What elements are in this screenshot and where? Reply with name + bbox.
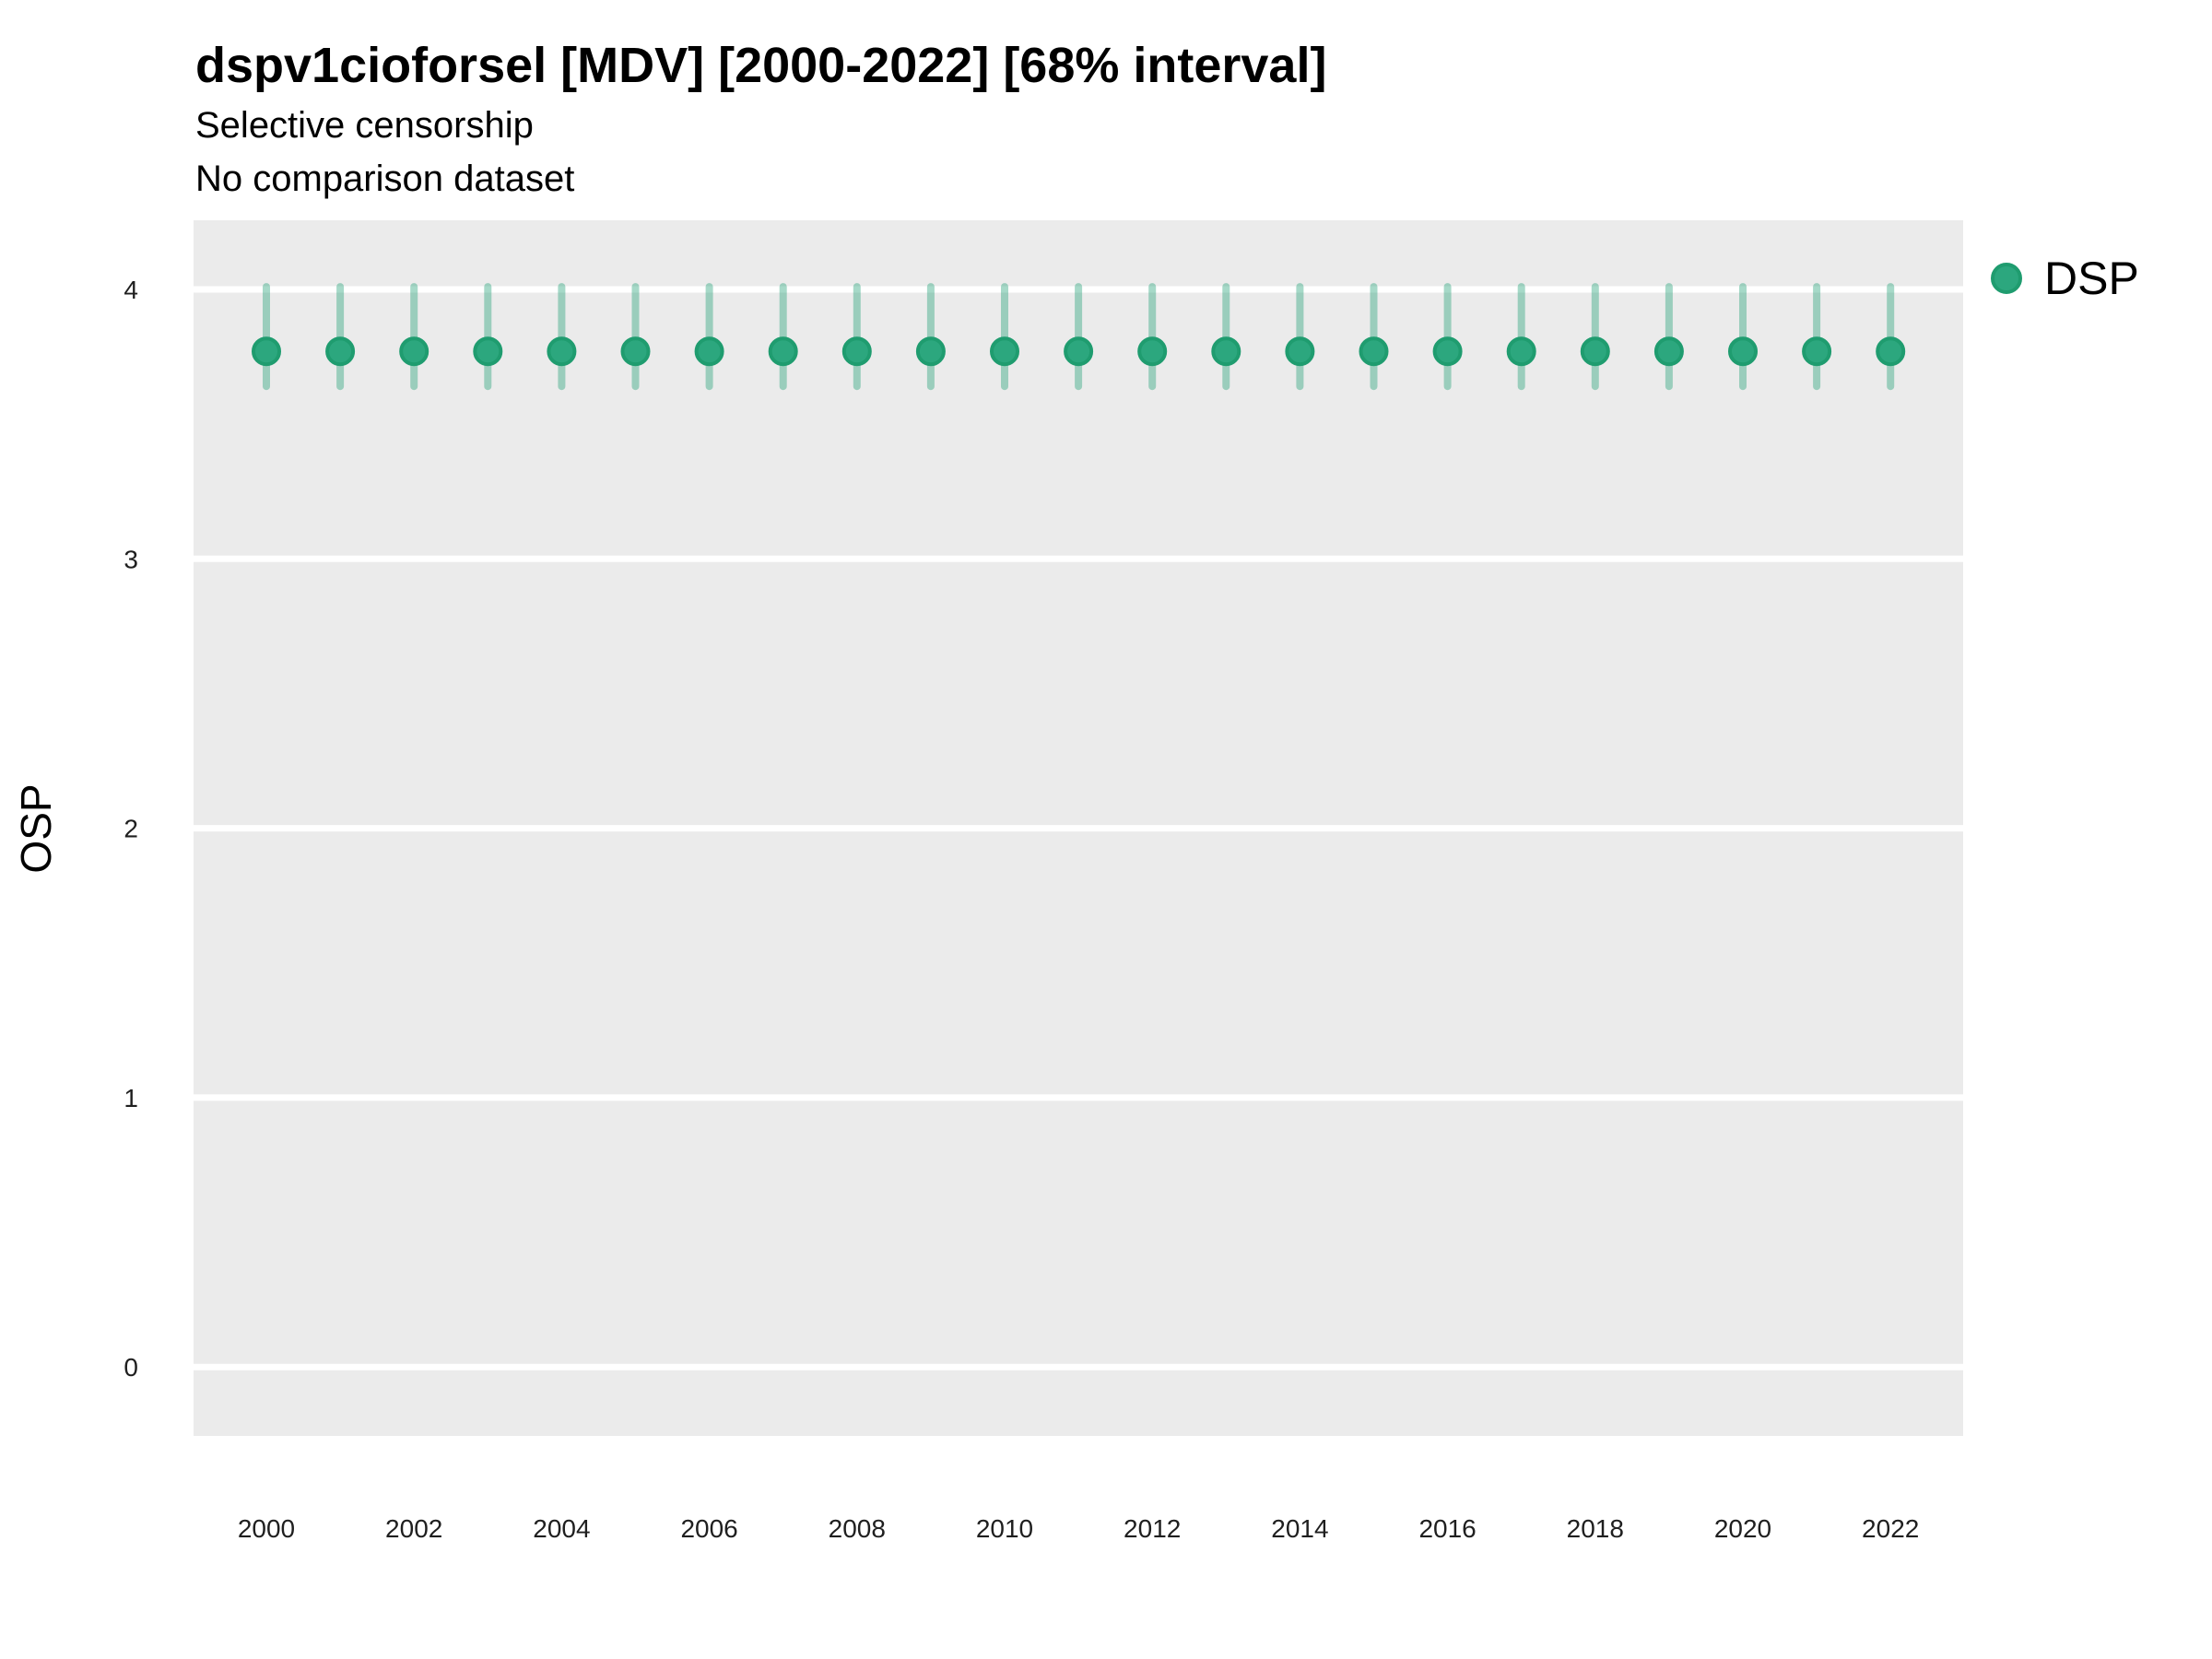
x-tick-label-2010: 2010	[976, 1514, 1033, 1543]
data-point-2012	[1137, 336, 1168, 367]
data-point-2016	[1432, 336, 1463, 367]
x-tick-label-2012: 2012	[1124, 1514, 1181, 1543]
data-point-2020	[1728, 336, 1758, 367]
x-tick-label-2008: 2008	[829, 1514, 886, 1543]
data-point-2004	[547, 336, 577, 367]
data-point-2003	[473, 336, 503, 367]
data-point-2002	[399, 336, 429, 367]
data-point-2009	[915, 336, 946, 367]
data-point-2008	[841, 336, 872, 367]
data-point-2006	[694, 336, 724, 367]
y-tick-label-4: 4	[124, 276, 138, 304]
data-point-2015	[1359, 336, 1389, 367]
x-tick-label-2022: 2022	[1862, 1514, 1919, 1543]
chart-subtitle-line2: No comparison dataset	[195, 159, 575, 199]
data-point-2017	[1506, 336, 1536, 367]
y-tick-label-1: 1	[124, 1084, 138, 1112]
y-tick-label-0: 0	[124, 1353, 138, 1382]
legend-label-dsp: DSP	[2044, 253, 2139, 304]
x-tick-label-2020: 2020	[1714, 1514, 1771, 1543]
y-axis-title: OSP	[12, 783, 60, 873]
legend-point-icon	[1991, 263, 2022, 294]
chart-title: dspv1cioforsel [MDV] [2000-2022] [68% in…	[195, 38, 1327, 93]
data-point-2019	[1653, 336, 1684, 367]
chart-subtitle-line1: Selective censorship	[195, 105, 534, 146]
data-point-2014	[1285, 336, 1315, 367]
data-point-2021	[1802, 336, 1832, 367]
legend: DSP	[1991, 255, 2139, 301]
data-point-2010	[990, 336, 1019, 367]
data-point-2005	[620, 336, 651, 367]
x-tick-label-2002: 2002	[385, 1514, 442, 1543]
x-tick-label-2018: 2018	[1567, 1514, 1624, 1543]
data-point-2022	[1876, 336, 1906, 367]
x-tick-label-2000: 2000	[238, 1514, 295, 1543]
data-point-2013	[1211, 336, 1241, 367]
data-point-2011	[1064, 336, 1094, 367]
data-point-2000	[252, 336, 281, 367]
data-point-2001	[325, 336, 356, 367]
data-point-2018	[1580, 336, 1610, 367]
y-tick-label-3: 3	[124, 545, 138, 573]
x-tick-label-2014: 2014	[1271, 1514, 1328, 1543]
data-point-2007	[768, 336, 798, 367]
x-tick-label-2006: 2006	[680, 1514, 737, 1543]
x-tick-label-2004: 2004	[533, 1514, 590, 1543]
y-tick-label-2: 2	[124, 815, 138, 843]
x-tick-label-2016: 2016	[1418, 1514, 1476, 1543]
